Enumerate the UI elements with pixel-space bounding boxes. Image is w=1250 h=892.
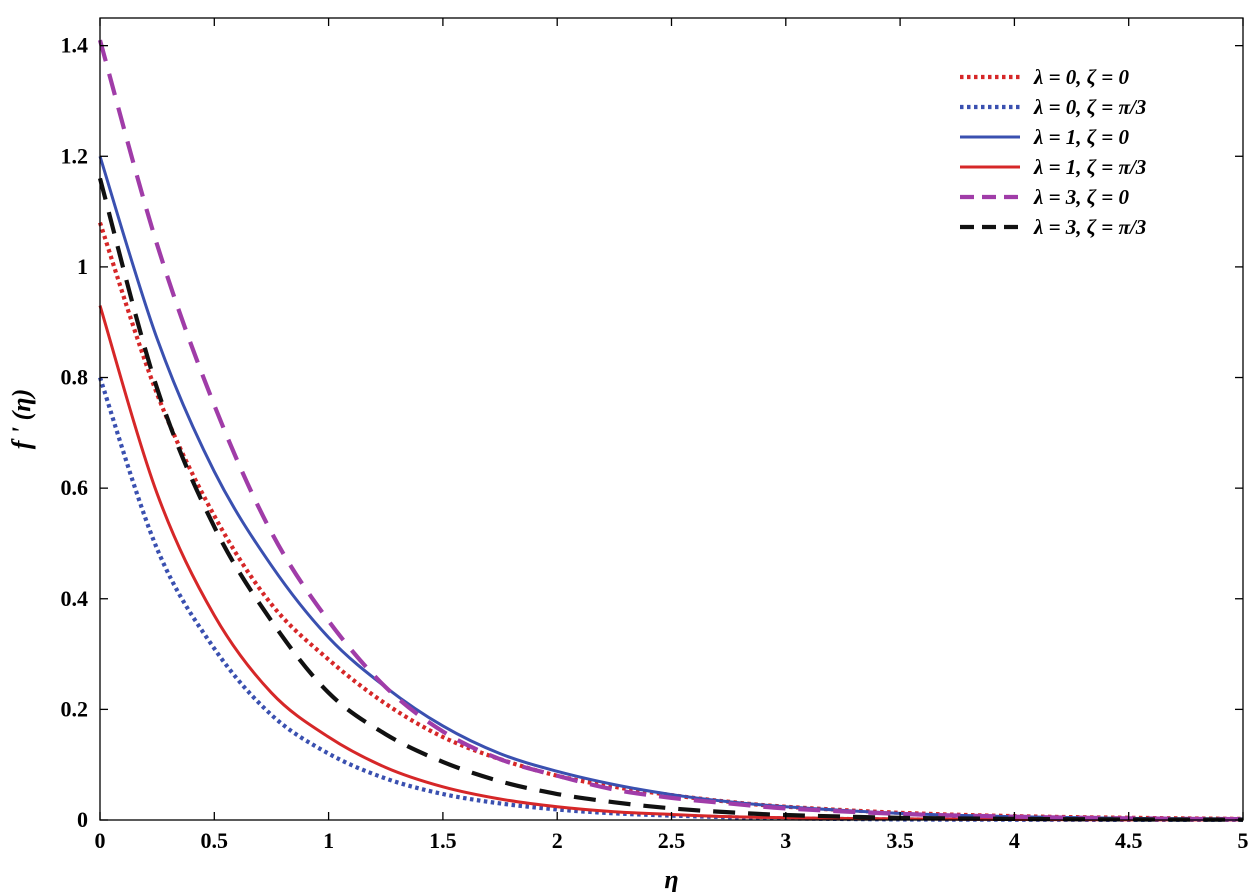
x-tick-label: 3.5: [886, 828, 914, 853]
series-line-lambda0-zeta0: [98, 221, 1244, 821]
ticks-layer: 0 0.5 1 1.5 2 2.5 3 3.5 4 4.5 5 0 0.2 0.4 0.6 0.8 1 1.2 1.…: [61, 18, 1249, 853]
legend-label-lambda0-zeta-pi3: λ = 0, ζ = π/3: [1033, 95, 1146, 119]
legend-label-lambda1-zeta-pi3: λ = 1, ζ = π/3: [1033, 155, 1146, 179]
y-tick-label: 1.4: [61, 33, 89, 58]
legend: λ = 0, ζ = 0 λ = 0, ζ = π/3 λ = 1, ζ = 0 λ …: [960, 65, 1146, 239]
y-tick-label: 1: [77, 254, 88, 279]
x-tick-label: 2: [552, 828, 563, 853]
x-tick-label: 4: [1009, 828, 1020, 853]
y-tick-label: 0.8: [61, 365, 89, 390]
legend-label-lambda3-zeta-pi3: λ = 3, ζ = π/3: [1033, 215, 1146, 239]
series-line-lambda3-zeta0: [97, 39, 1244, 822]
x-tick-label: 1.5: [429, 828, 457, 853]
x-tick-label: 3: [780, 828, 791, 853]
y-tick-label: 0.6: [61, 475, 89, 500]
x-tick-label: 4.5: [1115, 828, 1143, 853]
x-tick-label: 0.5: [201, 828, 229, 853]
legend-label-lambda1-zeta0: λ = 1, ζ = 0: [1033, 125, 1130, 149]
y-tick-label: 0.2: [61, 696, 89, 721]
x-tick-label: 5: [1238, 828, 1249, 853]
y-tick-label: 0: [77, 807, 88, 832]
legend-label-lambda3-zeta0: λ = 3, ζ = 0: [1033, 185, 1130, 209]
series-line-lambda1-zeta0: [98, 155, 1244, 821]
x-tick-label: 0: [95, 828, 106, 853]
x-axis-label: η: [664, 865, 678, 892]
y-tick-label: 0.4: [61, 586, 89, 611]
y-tick-label: 1.2: [61, 143, 89, 168]
y-axis-label: f ' (η): [7, 389, 36, 449]
legend-label-lambda0-zeta0: λ = 0, ζ = 0: [1033, 65, 1130, 89]
series-line-lambda3-zeta-pi3: [97, 177, 1244, 822]
x-tick-label: 1: [323, 828, 334, 853]
x-tick-label: 2.5: [658, 828, 686, 853]
